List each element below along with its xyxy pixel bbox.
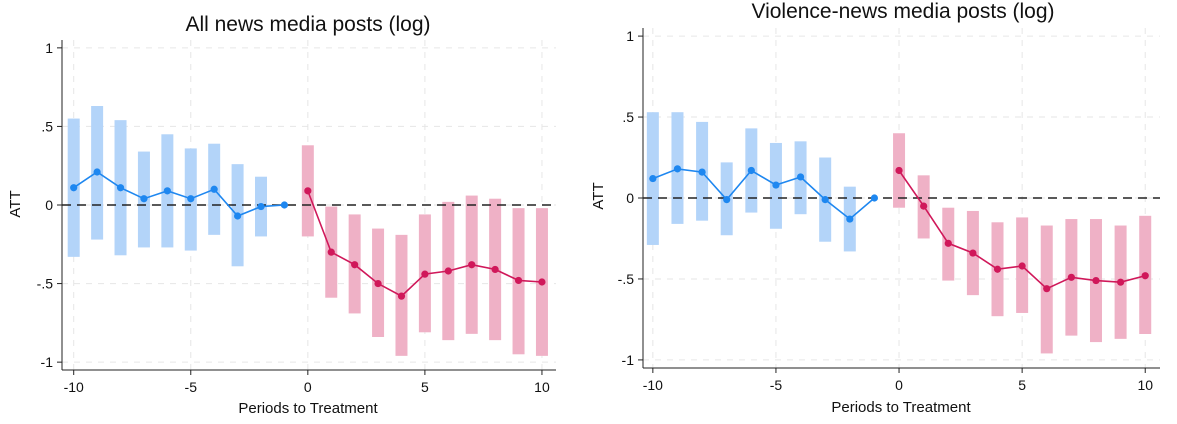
data-point [993,265,1002,273]
y-tick-label: -1 [622,352,635,368]
data-point [468,261,476,269]
post-estimate-points [895,166,1149,293]
data-point [969,249,977,257]
data-point [93,168,101,176]
data-point [870,194,879,202]
post-estimate-points [304,187,546,300]
y-tick-label: .5 [622,109,634,125]
x-tick-label: -5 [185,379,198,395]
chart-title: All news media posts (log) [185,13,430,36]
y-axis-label: ATT [7,190,24,217]
y-tick-label: 1 [626,28,634,44]
x-tick-label: 0 [895,377,903,393]
data-point [698,168,706,176]
x-axis-label: Periods to Treatment [238,400,378,417]
y-tick-label: -1 [41,354,54,370]
data-point [1141,272,1149,280]
y-tick-label: -.5 [618,271,635,287]
data-point [649,174,657,183]
data-point [140,195,148,203]
data-point [444,267,452,275]
data-point [210,185,218,193]
data-point [280,201,289,209]
data-point [920,202,928,210]
pre-ci-bars [646,112,856,252]
data-point [538,278,546,286]
pre-estimate-points [70,168,289,220]
data-point [772,181,780,189]
y-tick-label: 0 [45,197,53,213]
data-point [257,202,265,211]
x-axis-label: Periods to Treatment [831,399,971,416]
x-tick-label: 0 [304,379,312,395]
data-point [944,239,952,247]
y-tick-label: .5 [41,118,53,134]
data-point [327,248,335,256]
data-point [70,184,78,192]
data-point [514,276,523,285]
chart-title: Violence-news media posts (log) [751,0,1054,23]
data-point [1043,285,1051,293]
x-tick-label: 10 [1137,377,1153,393]
data-point [163,187,171,195]
data-point [796,173,805,181]
x-tick-label: 10 [534,379,550,395]
y-tick-label: -.5 [37,276,54,292]
data-point [304,187,312,195]
y-axis-label: ATT [590,182,607,209]
data-point [821,196,829,204]
data-point [1092,276,1100,285]
panel-all-news: All news media posts (log) Periods to Tr… [7,13,556,417]
data-point [187,195,195,203]
data-point [491,265,499,274]
data-point [673,165,682,173]
data-point [1117,278,1125,286]
x-tick-label: 5 [421,379,429,395]
x-tick-label: 5 [1018,377,1026,393]
data-point [397,292,406,300]
data-point [421,270,429,278]
data-point [747,166,755,175]
x-tick-label: -10 [643,377,663,393]
data-point [895,166,903,175]
data-point [1018,262,1026,270]
data-point [116,184,125,192]
data-point [374,279,382,288]
data-point [1067,273,1075,281]
x-tick-label: -10 [64,379,84,395]
data-point [846,215,854,223]
x-tick-label: -5 [770,377,783,393]
pre-ci-bars [67,106,268,267]
pre-estimate-line [73,171,285,217]
data-point [723,196,731,204]
data-point [351,261,359,269]
data-point [233,212,242,220]
pre-estimate-points [649,165,879,223]
pre-estimate-line [652,168,875,221]
y-tick-label: 0 [626,190,634,206]
panel-violence-news: Violence-news media posts (log) Periods … [590,0,1160,416]
y-tick-label: 1 [45,40,53,56]
